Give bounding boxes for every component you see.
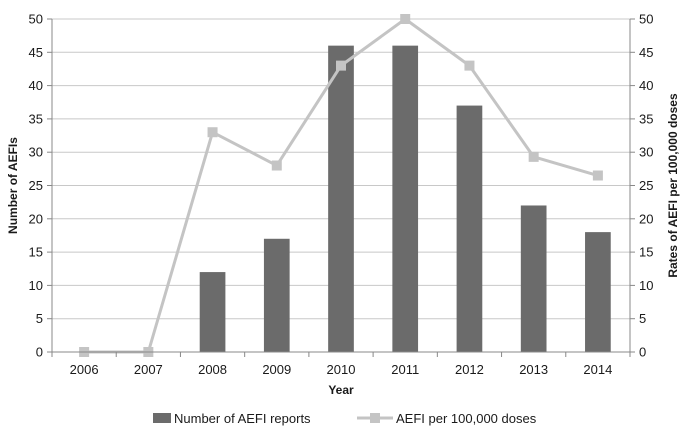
x-tick-label: 2009 [262, 362, 291, 377]
right-y-tick-label: 5 [639, 311, 646, 326]
right-y-tick-label: 40 [639, 78, 653, 93]
right-y-tick-label: 15 [639, 245, 653, 260]
legend-bar-swatch [153, 413, 171, 423]
line-point-marker [592, 170, 603, 181]
line-point-marker [528, 151, 539, 162]
x-tick-label: 2008 [198, 362, 227, 377]
bar [199, 272, 226, 352]
line-point-marker [207, 127, 218, 138]
left-y-tick-label: 40 [29, 78, 43, 93]
legend: Number of AEFI reports AEFI per 100,000 … [153, 411, 537, 426]
left-y-tick-label: 45 [29, 45, 43, 60]
right-y-tick-label: 45 [639, 45, 653, 60]
left-y-tick-label: 5 [36, 311, 43, 326]
right-y-tick-label: 50 [639, 12, 653, 27]
x-tick-label: 2010 [327, 362, 356, 377]
line-point-marker [271, 160, 282, 171]
legend-bar-label: Number of AEFI reports [174, 411, 311, 426]
line-point-marker [464, 60, 475, 71]
left-y-axis-title: Number of AEFIs [6, 137, 20, 234]
left-y-tick-label: 0 [36, 345, 43, 360]
left-y-tick-label: 20 [29, 211, 43, 226]
left-y-tick-labels: 0 5 10 15 20 25 30 35 40 45 50 [29, 12, 43, 360]
right-y-tick-label: 10 [639, 278, 653, 293]
x-tick-label: 2014 [583, 362, 612, 377]
bar [585, 232, 611, 352]
x-tick-label: 2012 [455, 362, 484, 377]
x-tick-label: 2007 [134, 362, 163, 377]
right-y-tick-label: 20 [639, 211, 653, 226]
x-tick-label: 2006 [70, 362, 99, 377]
bar [328, 45, 354, 352]
bar [520, 205, 547, 352]
left-y-tick-label: 25 [29, 178, 43, 193]
bar-series [199, 45, 611, 352]
x-axis-title: Year [328, 383, 354, 397]
line-point-marker [336, 60, 346, 71]
left-y-tick-label: 30 [29, 145, 43, 160]
axes [47, 18, 635, 357]
left-y-tick-label: 10 [29, 278, 43, 293]
left-y-tick-label: 35 [29, 111, 43, 126]
right-y-tick-label: 30 [639, 145, 653, 160]
line-point-marker [400, 14, 411, 24]
bar [392, 45, 419, 352]
right-y-tick-labels: 0 5 10 15 20 25 30 35 40 45 50 [639, 12, 653, 360]
right-y-tick-label: 0 [639, 345, 646, 360]
legend-line-marker [370, 413, 380, 423]
right-y-tick-label: 25 [639, 178, 653, 193]
right-y-tick-label: 35 [639, 111, 653, 126]
legend-line-label: AEFI per 100,000 doses [396, 411, 537, 426]
bar [456, 105, 483, 352]
left-y-tick-label: 50 [29, 12, 43, 27]
left-y-tick-label: 15 [29, 245, 43, 260]
x-tick-label: 2011 [391, 362, 419, 377]
right-y-axis-title: Rates of AEFI per 100,000 doses [666, 93, 680, 278]
x-tick-labels: 2006 2007 2008 2009 2010 2011 2012 2013 2014 [70, 362, 613, 377]
bar [263, 238, 290, 352]
x-tick-label: 2013 [519, 362, 548, 377]
